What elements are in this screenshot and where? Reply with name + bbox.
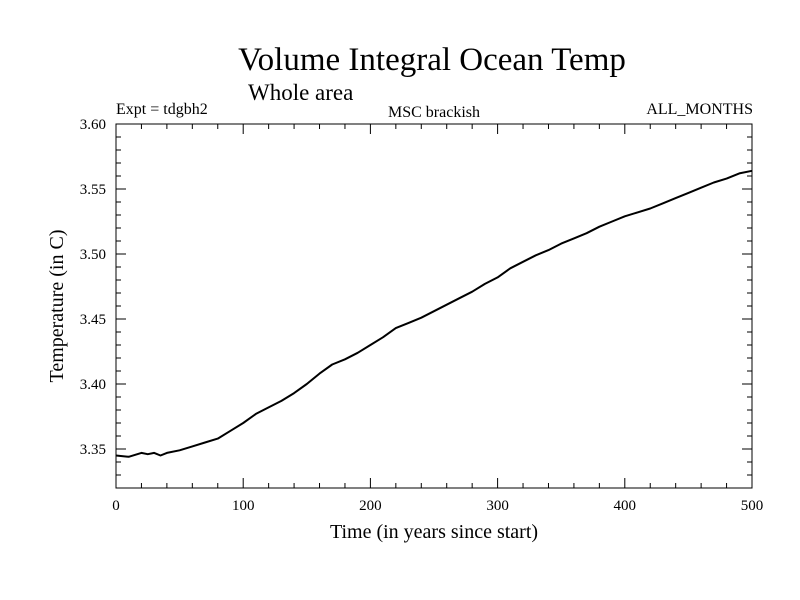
x-tick-label: 200 [359, 498, 382, 514]
y-tick-label: 3.35 [80, 442, 106, 458]
y-tick-label: 3.50 [80, 247, 106, 263]
experiment-annotation: Expt = tdgbh2 [116, 101, 208, 118]
temperature-series-line [115, 169, 753, 458]
x-axis-label: Time (in years since start) [330, 521, 538, 543]
case-annotation: MSC brackish [388, 104, 480, 121]
y-tick-label: 3.55 [80, 182, 106, 198]
axis-ticks [115, 123, 753, 489]
x-tick-labels: 0 100 200 300 400 500 [112, 498, 763, 514]
y-tick-labels: 3.35 3.40 3.45 3.50 3.55 3.60 [80, 117, 106, 458]
x-tick-label: 0 [112, 498, 120, 514]
x-tick-label: 300 [486, 498, 509, 514]
months-annotation: ALL_MONTHS [646, 101, 753, 118]
y-tick-label: 3.40 [80, 377, 106, 393]
x-tick-label: 400 [614, 498, 637, 514]
x-tick-label: 500 [741, 498, 764, 514]
y-tick-label: 3.45 [80, 312, 106, 328]
y-axis-label: Temperature (in C) [46, 230, 68, 383]
x-tick-label: 100 [232, 498, 255, 514]
y-tick-label: 3.60 [80, 117, 106, 133]
plot-frame [115, 123, 753, 489]
chart-subtitle: Whole area [248, 80, 353, 105]
chart-title: Volume Integral Ocean Temp [238, 42, 626, 78]
